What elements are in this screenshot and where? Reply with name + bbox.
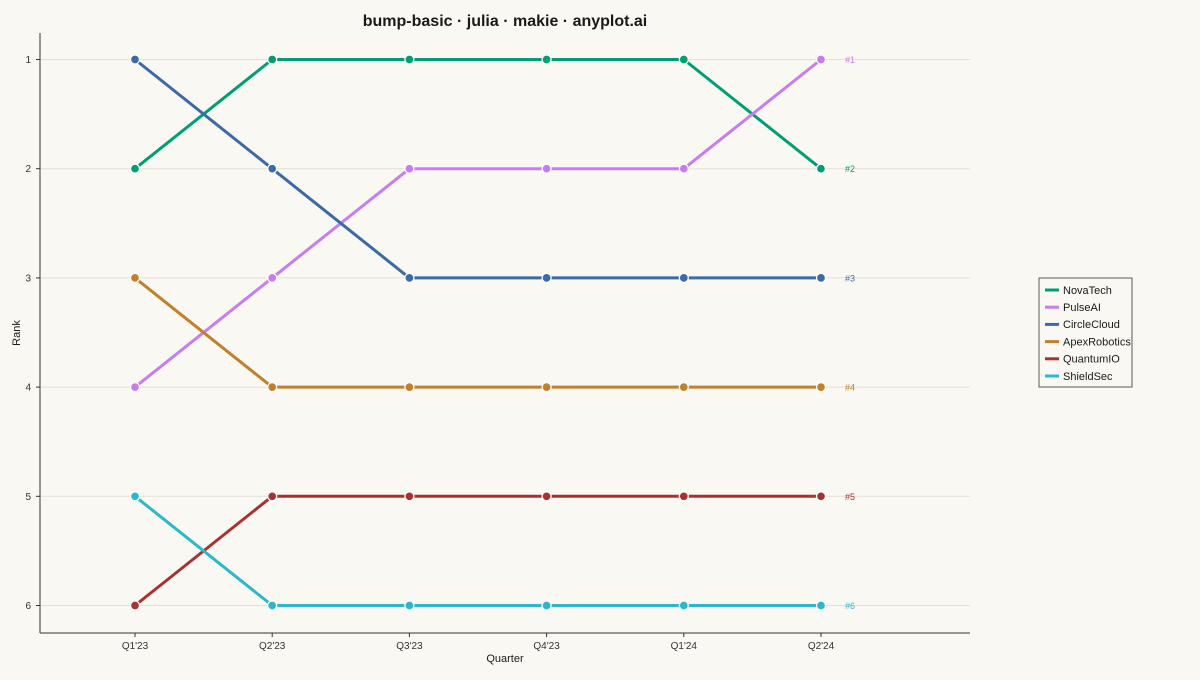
legend-items: NovaTech PulseAI CircleCloud ApexRobotics Qu… <box>1045 285 1131 383</box>
series-markers <box>129 54 827 611</box>
data-point-novatech <box>267 54 278 65</box>
series-line-apexrobotics <box>133 276 823 389</box>
data-point-shieldsec <box>678 600 689 611</box>
series-lines <box>133 58 823 607</box>
y-tick-label: 4 <box>25 383 31 394</box>
data-point-novatech <box>129 163 141 174</box>
data-point-apexrobotics <box>404 381 415 393</box>
data-point-apexrobotics <box>678 381 689 393</box>
data-point-circlecloud <box>678 272 689 284</box>
series-line-pulseai <box>133 58 823 389</box>
data-point-shieldsec <box>267 600 278 611</box>
data-point-quantumio <box>541 491 552 502</box>
data-point-quantumio <box>129 600 141 611</box>
end-label-quantumio: #5 <box>845 492 855 502</box>
data-point-pulseai <box>815 54 827 65</box>
data-point-circlecloud <box>404 272 415 284</box>
legend-item-apexrobotics: ApexRobotics <box>1045 336 1131 348</box>
data-point-circlecloud <box>541 272 552 284</box>
x-tick-label: Q1'23 <box>122 641 149 652</box>
data-point-novatech <box>815 163 827 174</box>
legend: NovaTech PulseAI CircleCloud ApexRobotics Qu… <box>1038 277 1133 388</box>
data-point-pulseai <box>541 163 552 174</box>
data-point-pulseai <box>404 163 415 174</box>
y-ticks: 1 2 3 4 5 6 <box>25 55 40 612</box>
y-tick-label: 5 <box>25 492 31 503</box>
x-tick-label: Q2'23 <box>259 641 286 652</box>
chart-title: bump-basic · julia · makie · anyplot.ai <box>363 13 648 30</box>
legend-item-circlecloud: CircleCloud <box>1045 319 1120 331</box>
data-point-quantumio <box>678 491 689 502</box>
x-tick-label: Q1'24 <box>671 641 698 652</box>
end-label-pulseai: #1 <box>845 55 855 65</box>
legend-item-quantumio: QuantumIO <box>1045 354 1120 366</box>
data-point-shieldsec <box>815 600 827 611</box>
end-labels: #2 #1 #3 #4 #5 #6 <box>845 55 855 611</box>
legend-label: PulseAI <box>1063 302 1101 314</box>
data-point-shieldsec <box>129 491 141 502</box>
data-point-shieldsec <box>404 600 415 611</box>
data-point-apexrobotics <box>541 381 552 393</box>
data-point-circlecloud <box>815 272 827 284</box>
legend-label: QuantumIO <box>1063 354 1120 366</box>
legend-label: ShieldSec <box>1063 371 1113 383</box>
series-line-quantumio <box>133 494 823 607</box>
end-label-shieldsec: #6 <box>845 601 855 611</box>
grid-lines <box>40 59 970 606</box>
y-tick-label: 6 <box>25 601 31 612</box>
data-point-circlecloud <box>129 54 141 65</box>
data-point-novatech <box>678 54 689 65</box>
legend-label: NovaTech <box>1063 285 1112 297</box>
data-point-apexrobotics <box>267 381 278 393</box>
legend-item-shieldsec: ShieldSec <box>1045 371 1113 383</box>
x-ticks: Q1'23 Q2'23 Q3'23 Q4'23 Q1'24 Q2'24 <box>122 633 835 652</box>
data-point-apexrobotics <box>129 272 141 284</box>
series-line-circlecloud <box>133 58 823 280</box>
series-line-novatech <box>133 58 823 171</box>
legend-item-pulseai: PulseAI <box>1045 302 1101 314</box>
axes <box>39 33 970 634</box>
y-tick-label: 3 <box>25 273 31 284</box>
x-tick-label: Q2'24 <box>808 641 835 652</box>
series-line-shieldsec <box>133 494 823 607</box>
data-point-shieldsec <box>541 600 552 611</box>
x-tick-label: Q4'23 <box>533 641 560 652</box>
y-axis-label: Rank <box>11 320 23 346</box>
legend-item-novatech: NovaTech <box>1045 285 1112 297</box>
data-point-pulseai <box>267 272 278 284</box>
data-point-apexrobotics <box>815 381 827 393</box>
data-point-pulseai <box>129 381 141 393</box>
end-label-novatech: #2 <box>845 164 855 174</box>
end-label-circlecloud: #3 <box>845 273 855 283</box>
legend-label: ApexRobotics <box>1063 336 1131 348</box>
data-point-circlecloud <box>267 163 278 174</box>
data-point-novatech <box>404 54 415 65</box>
y-tick-label: 1 <box>25 55 31 66</box>
legend-frame <box>1038 277 1133 388</box>
y-tick-label: 2 <box>25 164 31 175</box>
x-tick-label: Q3'23 <box>396 641 423 652</box>
end-label-apexrobotics: #4 <box>845 383 855 393</box>
data-point-pulseai <box>678 163 689 174</box>
data-point-quantumio <box>404 491 415 502</box>
data-point-quantumio <box>267 491 278 502</box>
data-point-novatech <box>541 54 552 65</box>
legend-label: CircleCloud <box>1063 319 1120 331</box>
x-axis-label: Quarter <box>486 653 524 665</box>
data-point-quantumio <box>815 491 827 502</box>
